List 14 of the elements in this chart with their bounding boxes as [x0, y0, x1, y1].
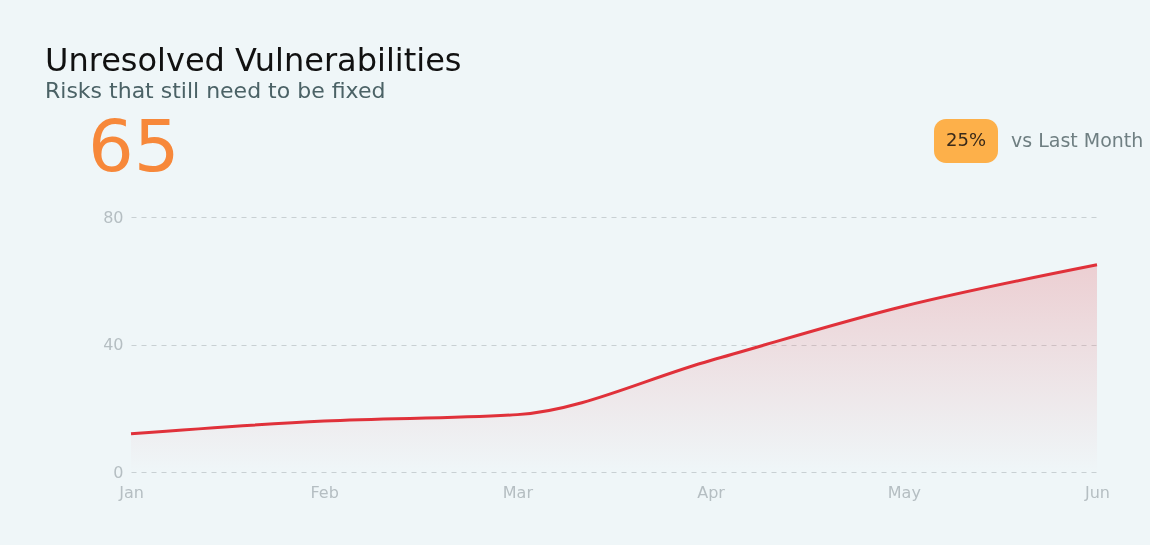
x-tick-label: Feb — [310, 482, 339, 502]
x-tick-label: Jun — [1084, 482, 1110, 502]
text: 25% — [945, 129, 987, 150]
text: vs Last Month — [1011, 129, 1144, 151]
chart-title: Unresolved Vulnerabilities — [45, 41, 462, 79]
x-tick-label: Apr — [697, 482, 726, 502]
x-tick-label: May — [887, 482, 921, 502]
text: 65 — [88, 104, 180, 188]
y-tick-label: 40 — [103, 335, 124, 354]
y-tick-label: 80 — [103, 207, 124, 227]
chart-subtitle: Risks that still need to be fixed — [45, 78, 386, 103]
x-tick-label: Jan — [118, 482, 144, 502]
x-tick-label: Mar — [502, 482, 534, 502]
y-tick-label: 0 — [113, 462, 124, 482]
